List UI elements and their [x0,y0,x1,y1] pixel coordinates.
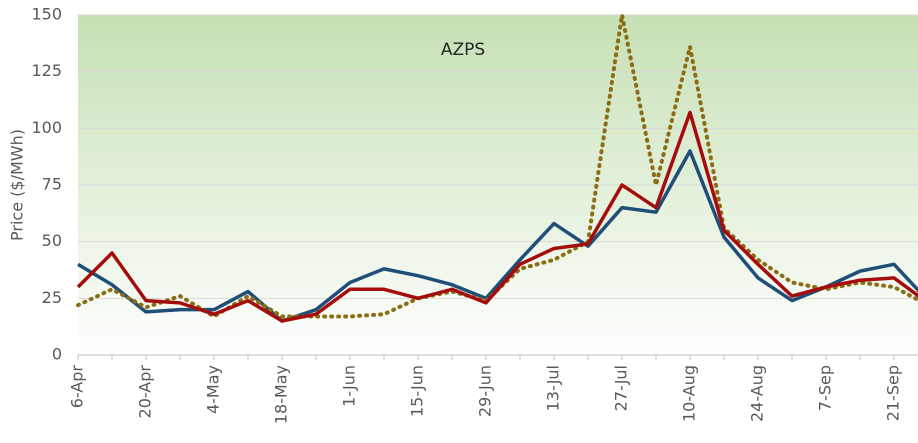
series-line [76,110,918,323]
x-tick-label: 10-Aug [680,365,699,422]
annotation: AZPS [441,40,485,60]
y-tick-label: 50 [42,231,62,250]
y-tick-label: 25 [42,288,62,307]
x-tick-label: 24-Aug [748,365,767,422]
y-tick-label: 150 [31,5,62,24]
y-tick-label: 100 [31,118,62,137]
y-tick-label: 0 [52,345,62,364]
x-tick-label: 6-Apr [68,365,87,409]
x-tick-label: 13-Jul [544,365,563,411]
x-tick-label: 29-Jun [476,365,495,417]
x-tick-label: 15-Jun [408,365,427,417]
y-axis-label: Price ($/MWh) [8,129,27,241]
x-tick-label: 7-Sep [816,365,835,411]
x-tick-label: 18-May [272,365,291,424]
x-tick-label: 20-Apr [136,365,155,419]
y-tick-label: 75 [42,175,62,194]
x-tick-label: 4-May [204,365,223,414]
series-line [77,149,918,323]
y-tick-label: 125 [31,61,62,80]
x-tick-label: 1-Jun [340,365,359,407]
x-tick-label: 27-Jul [612,365,631,411]
x-tick-label: 21-Sep [884,365,903,421]
